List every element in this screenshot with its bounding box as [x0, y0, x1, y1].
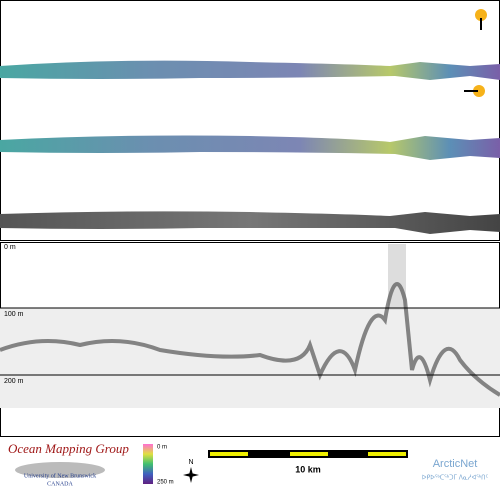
depth-label: 200 m — [4, 378, 24, 385]
country: CANADA — [47, 481, 73, 487]
partner-name: ArcticNet — [433, 458, 478, 470]
color-scale — [143, 444, 153, 484]
scale-label: 10 km — [295, 464, 321, 474]
scale-bar-segment — [210, 452, 248, 456]
scale-bar-segment — [368, 452, 406, 456]
sun-icon — [475, 9, 487, 21]
depth-label: 100 m — [4, 311, 24, 318]
north-arrow — [183, 467, 199, 483]
swath-color-1 — [0, 60, 500, 80]
map-panel — [0, 0, 500, 241]
depth-label: 0 m — [4, 244, 16, 251]
swath-backscatter — [0, 211, 500, 234]
logo-graphic — [15, 462, 105, 478]
color-scale-label: 250 m — [157, 480, 174, 486]
sun-icon — [473, 85, 485, 97]
profile-background — [0, 308, 500, 408]
seafloor-profile — [0, 282, 500, 397]
university: University of New Brunswick — [24, 472, 96, 479]
color-scale-label: 0 m — [157, 445, 167, 451]
group-name: Ocean Mapping Group — [8, 441, 129, 456]
swath-color-2 — [0, 135, 500, 160]
scale-bar-segment — [290, 452, 328, 456]
partner-syllabics: ᐅᑭᐅᖅᑕᖅᑐᒥ ᐱᓇᓱᐊᖅᑎᑦ — [422, 475, 489, 482]
north-label: N — [188, 459, 193, 466]
